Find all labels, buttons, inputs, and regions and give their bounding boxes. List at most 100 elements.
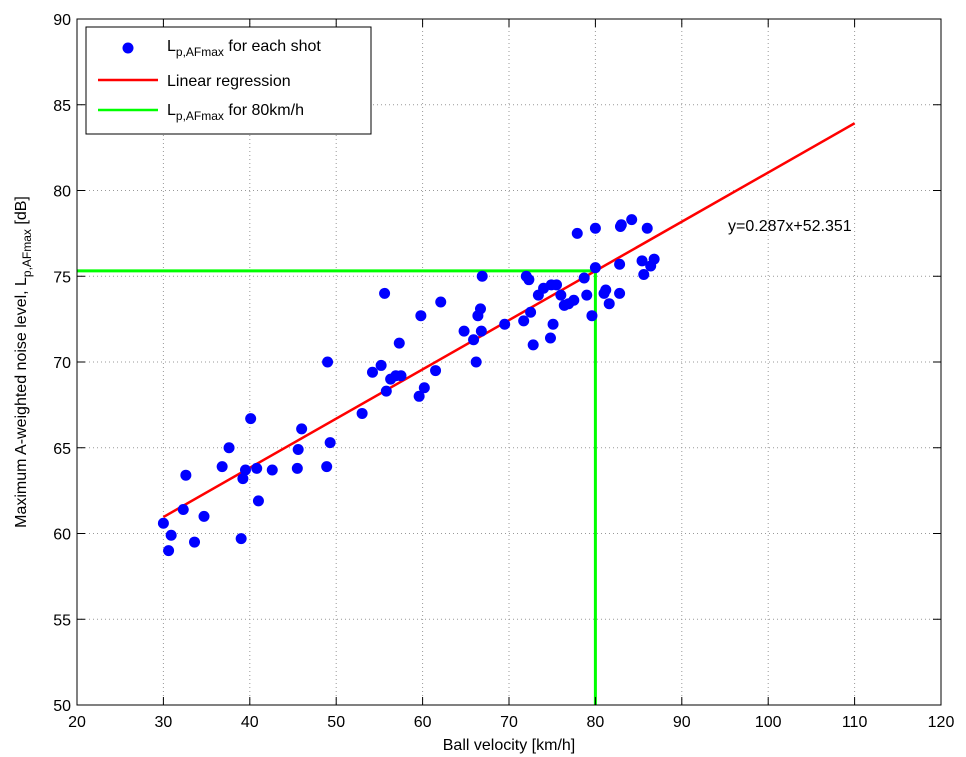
- data-point: [468, 334, 480, 346]
- data-point: [237, 473, 249, 485]
- data-point: [636, 255, 648, 267]
- y-tick-label: 80: [53, 184, 71, 201]
- x-tick-label: 80: [587, 714, 605, 731]
- data-point: [245, 413, 257, 425]
- data-point: [393, 337, 405, 349]
- x-tick-label: 120: [928, 714, 955, 731]
- y-tick-label: 70: [53, 355, 71, 372]
- axis-ticks: 20 30 40 50 60 70 80 90 100 110 120 50 55 60 65 70 75 80 8…: [53, 12, 954, 731]
- x-axis-label: Ball velocity [km/h]: [443, 737, 575, 754]
- data-point: [589, 222, 601, 234]
- data-point: [571, 227, 583, 239]
- data-point: [435, 296, 447, 308]
- x-tick-label: 60: [414, 714, 432, 731]
- data-point: [547, 318, 559, 330]
- regression-line-path: [162, 122, 856, 519]
- data-point: [430, 365, 442, 377]
- legend-marker-points: [122, 42, 134, 54]
- x-tick-label: 40: [241, 714, 259, 731]
- y-tick-label: 85: [53, 98, 71, 115]
- data-point: [366, 366, 378, 378]
- data-point: [470, 356, 482, 368]
- data-point: [474, 303, 486, 315]
- y-tick-label: 55: [53, 612, 71, 629]
- data-point: [525, 306, 537, 318]
- x-tick-label: 110: [842, 714, 868, 731]
- data-point: [600, 284, 612, 296]
- data-point: [581, 289, 593, 301]
- data-point: [322, 356, 334, 368]
- data-point: [180, 469, 192, 481]
- data-point: [266, 464, 278, 476]
- data-point: [252, 495, 264, 507]
- data-point: [223, 442, 235, 454]
- data-point: [165, 529, 177, 541]
- data-point: [614, 258, 626, 270]
- data-point: [324, 437, 336, 449]
- data-point: [523, 274, 535, 286]
- y-tick-label: 65: [53, 441, 71, 458]
- y-tick-label: 60: [53, 527, 71, 544]
- regression-line: [162, 122, 856, 519]
- data-point: [177, 503, 189, 515]
- data-point: [291, 462, 303, 474]
- legend-label-reference: Lp,AFmax for 80km/h: [167, 102, 304, 123]
- data-point: [527, 339, 539, 351]
- x-tick-label: 50: [327, 714, 345, 731]
- data-point: [648, 253, 660, 265]
- y-tick-label: 50: [53, 698, 71, 715]
- y-tick-label: 90: [53, 12, 71, 29]
- data-point: [615, 219, 627, 231]
- data-point: [163, 545, 175, 557]
- grid: [77, 19, 941, 705]
- y-axis-label: Maximum A-weighted noise level, Lp,AFmax…: [13, 196, 34, 528]
- data-point: [586, 310, 598, 322]
- data-point: [395, 370, 407, 382]
- y-tick-label: 75: [53, 269, 71, 286]
- reference-lines: [77, 269, 597, 705]
- data-point: [555, 289, 567, 301]
- data-point: [458, 325, 470, 337]
- data-point: [216, 461, 228, 473]
- data-point: [157, 517, 169, 529]
- data-point: [235, 533, 247, 545]
- data-point: [418, 382, 430, 394]
- data-point: [475, 325, 487, 337]
- data-point: [239, 464, 251, 476]
- data-point: [189, 536, 201, 548]
- data-point: [589, 262, 601, 274]
- data-point: [544, 332, 556, 344]
- data-point: [614, 287, 626, 299]
- data-point: [251, 462, 263, 474]
- data-point: [638, 269, 650, 281]
- x-tick-label: 30: [155, 714, 173, 731]
- data-point: [578, 272, 590, 284]
- data-point: [413, 390, 425, 402]
- data-point: [296, 423, 308, 435]
- legend-label-regression: Linear regression: [167, 73, 291, 90]
- data-point: [641, 222, 653, 234]
- legend-label-points: Lp,AFmax for each shot: [167, 38, 321, 59]
- x-tick-label: 20: [68, 714, 86, 731]
- data-point: [551, 279, 563, 291]
- x-tick-label: 70: [500, 714, 518, 731]
- x-tick-label: 100: [755, 714, 782, 731]
- data-point: [380, 385, 392, 397]
- data-point: [321, 461, 333, 473]
- data-point: [499, 318, 511, 330]
- regression-equation: y=0.287x+52.351: [728, 218, 852, 235]
- data-point: [476, 270, 488, 282]
- data-point: [415, 310, 427, 322]
- data-point: [375, 359, 387, 371]
- data-point: [198, 510, 210, 522]
- data-point: [292, 443, 304, 455]
- data-point: [626, 214, 638, 226]
- data-points: [157, 214, 660, 557]
- legend: Lp,AFmax for each shot Linear regression…: [85, 26, 372, 135]
- x-tick-label: 90: [673, 714, 691, 731]
- data-point: [518, 315, 530, 327]
- data-point: [603, 298, 615, 310]
- data-point: [356, 407, 368, 419]
- data-point: [379, 287, 391, 299]
